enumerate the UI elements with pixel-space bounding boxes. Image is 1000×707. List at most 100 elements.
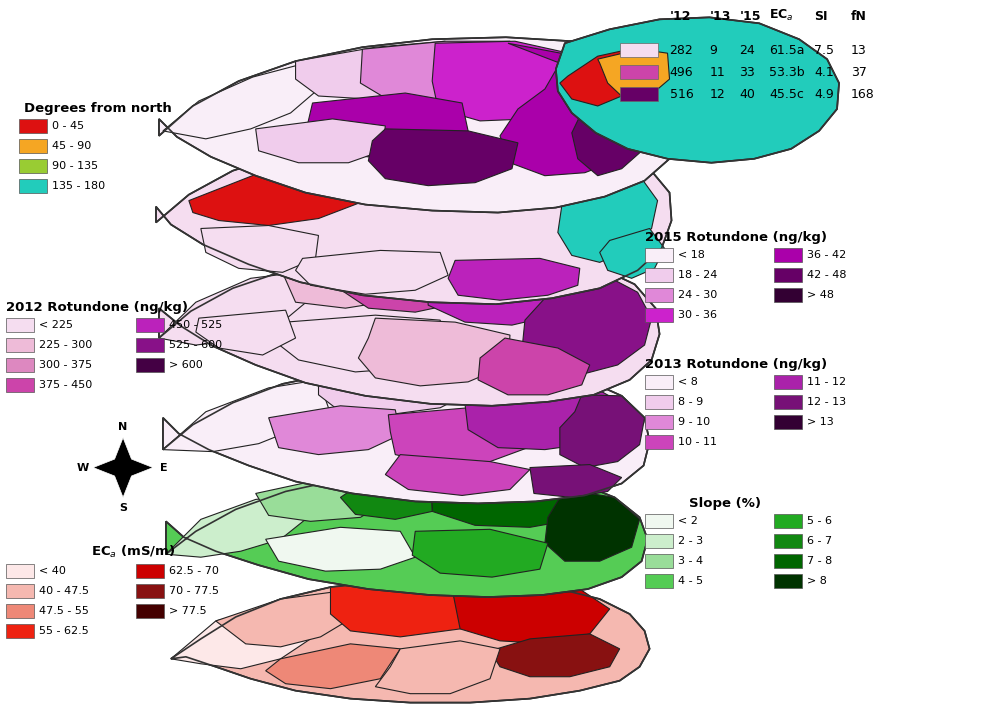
- Text: 18 - 24: 18 - 24: [678, 270, 717, 280]
- Text: 4.1: 4.1: [814, 66, 834, 78]
- Text: 135 - 180: 135 - 180: [52, 181, 105, 191]
- Bar: [645, 269, 673, 282]
- Text: 496: 496: [670, 66, 693, 78]
- Text: 2013 Rotundone (ng/kg): 2013 Rotundone (ng/kg): [645, 358, 827, 371]
- Bar: [6, 378, 34, 392]
- Text: < 8: < 8: [678, 377, 697, 387]
- Polygon shape: [316, 136, 462, 189]
- Bar: [774, 515, 802, 528]
- Polygon shape: [159, 272, 309, 345]
- Text: 12 - 13: 12 - 13: [807, 397, 846, 407]
- Text: SI: SI: [814, 11, 828, 23]
- Polygon shape: [522, 258, 652, 375]
- Text: < 18: < 18: [678, 250, 704, 260]
- Bar: [774, 269, 802, 282]
- Bar: [19, 179, 47, 192]
- Polygon shape: [600, 228, 665, 279]
- Polygon shape: [368, 129, 518, 186]
- Bar: [6, 584, 34, 598]
- Bar: [774, 415, 802, 428]
- Polygon shape: [485, 139, 615, 206]
- Text: > 600: > 600: [169, 360, 203, 370]
- Polygon shape: [319, 362, 475, 415]
- Polygon shape: [465, 365, 620, 450]
- Text: 7.5: 7.5: [814, 44, 834, 57]
- Bar: [774, 534, 802, 548]
- Text: 11 - 12: 11 - 12: [807, 377, 846, 387]
- Bar: [620, 87, 658, 101]
- Text: 2 - 3: 2 - 3: [678, 536, 703, 547]
- Text: 282: 282: [670, 44, 693, 57]
- Text: 47.5 - 55: 47.5 - 55: [39, 606, 89, 616]
- Polygon shape: [196, 310, 296, 355]
- Bar: [645, 435, 673, 449]
- Polygon shape: [256, 119, 385, 163]
- Text: 53.3b: 53.3b: [769, 66, 805, 78]
- Text: 3 - 4: 3 - 4: [678, 556, 703, 566]
- Bar: [774, 248, 802, 262]
- Polygon shape: [276, 315, 445, 372]
- Polygon shape: [556, 18, 839, 163]
- Bar: [645, 574, 673, 588]
- Bar: [6, 318, 34, 332]
- Polygon shape: [166, 494, 306, 557]
- Text: Degrees from north: Degrees from north: [24, 102, 172, 115]
- Bar: [645, 308, 673, 322]
- Text: Slope (%): Slope (%): [689, 498, 761, 510]
- Polygon shape: [306, 93, 468, 159]
- Polygon shape: [358, 318, 510, 386]
- Polygon shape: [412, 530, 548, 577]
- Text: E: E: [160, 462, 167, 472]
- Text: 6 - 7: 6 - 7: [807, 536, 832, 547]
- Text: 9 - 10: 9 - 10: [678, 416, 710, 427]
- Text: 45.5c: 45.5c: [769, 88, 804, 100]
- Bar: [136, 358, 164, 372]
- Text: 516: 516: [670, 88, 693, 100]
- Polygon shape: [430, 469, 598, 527]
- Polygon shape: [338, 250, 495, 312]
- Text: 9: 9: [709, 44, 717, 57]
- Text: 2015 Rotundone (ng/kg): 2015 Rotundone (ng/kg): [645, 231, 827, 245]
- Bar: [620, 43, 658, 57]
- Polygon shape: [360, 41, 518, 103]
- Text: W: W: [77, 462, 89, 472]
- Text: 2012 Rotundone (ng/kg): 2012 Rotundone (ng/kg): [6, 301, 188, 314]
- Bar: [6, 358, 34, 372]
- Bar: [136, 318, 164, 332]
- Bar: [645, 415, 673, 428]
- Bar: [136, 604, 164, 618]
- Polygon shape: [266, 527, 415, 571]
- Text: > 48: > 48: [807, 291, 834, 300]
- Polygon shape: [256, 474, 390, 521]
- Polygon shape: [598, 49, 670, 99]
- Text: 12: 12: [709, 88, 725, 100]
- Polygon shape: [330, 577, 490, 637]
- Text: 13: 13: [851, 44, 867, 57]
- Bar: [6, 604, 34, 618]
- Polygon shape: [478, 338, 590, 395]
- Polygon shape: [171, 579, 650, 703]
- Polygon shape: [266, 644, 400, 689]
- Text: 70 - 77.5: 70 - 77.5: [169, 586, 219, 596]
- Polygon shape: [545, 489, 640, 561]
- Bar: [6, 624, 34, 638]
- Polygon shape: [425, 137, 570, 191]
- Text: EC$_a$ (mS/m): EC$_a$ (mS/m): [91, 544, 176, 560]
- Bar: [620, 65, 658, 79]
- Polygon shape: [159, 248, 660, 406]
- Bar: [645, 515, 673, 528]
- Text: 55 - 62.5: 55 - 62.5: [39, 626, 89, 636]
- Text: 24 - 30: 24 - 30: [678, 291, 717, 300]
- Polygon shape: [425, 252, 578, 325]
- Text: 375 - 450: 375 - 450: [39, 380, 93, 390]
- Polygon shape: [385, 455, 530, 496]
- Bar: [645, 375, 673, 389]
- Polygon shape: [159, 37, 681, 213]
- Text: > 77.5: > 77.5: [169, 606, 207, 616]
- Text: < 2: < 2: [678, 516, 697, 526]
- Text: > 8: > 8: [807, 576, 827, 586]
- Text: 40 - 47.5: 40 - 47.5: [39, 586, 89, 596]
- Bar: [19, 139, 47, 153]
- Polygon shape: [93, 438, 153, 498]
- Bar: [774, 375, 802, 389]
